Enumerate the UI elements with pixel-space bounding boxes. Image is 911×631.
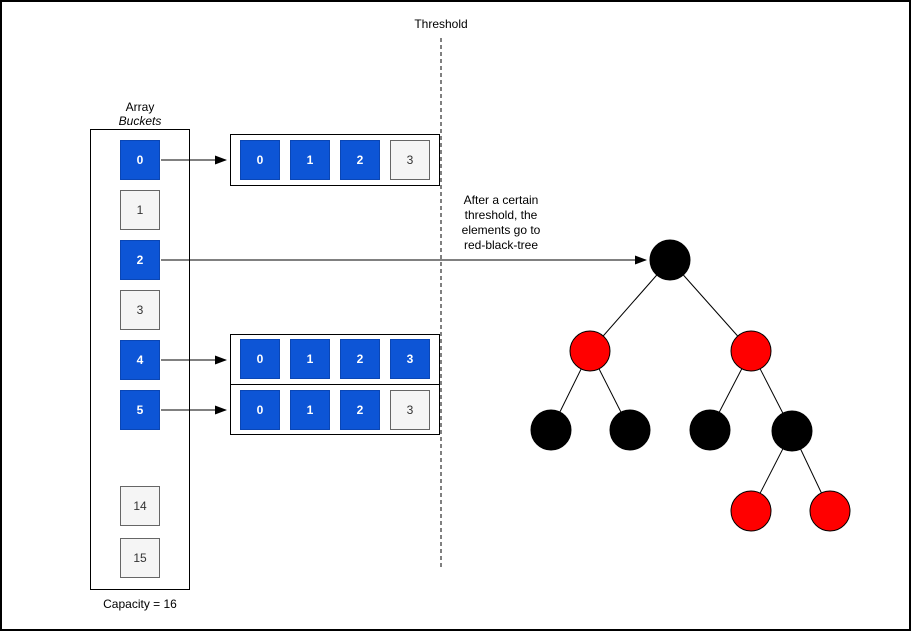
bucket0-list-container	[230, 134, 440, 186]
list-cell: 1	[290, 140, 330, 180]
tree-edge-right-rightleft	[709, 350, 752, 431]
bucket-cell-3: 3	[120, 290, 160, 330]
tree-edge-rightright-right	[791, 430, 831, 512]
annotation-line: After a certain	[463, 193, 539, 207]
tree-node-root	[649, 239, 691, 281]
tree-node-right-right	[771, 410, 813, 452]
capacity-label: Capacity = 16	[103, 597, 177, 611]
list-cell: 0	[240, 390, 280, 430]
list-cell: 3	[390, 140, 430, 180]
tree-node-left-right	[609, 409, 651, 451]
list-cell: 0	[240, 339, 280, 379]
tree-node-right-right-left	[730, 490, 772, 532]
list-cell: 3	[390, 339, 430, 379]
tree-node-right-left	[689, 409, 731, 451]
tree-node-right-right-right	[809, 490, 851, 532]
list-cell: 2	[340, 390, 380, 430]
tree-edge-left-leftright	[589, 350, 631, 431]
tree-edge-right-rightright	[750, 350, 793, 432]
tree-node-left	[569, 330, 611, 372]
bucket-cell-5: 5	[120, 390, 160, 430]
tree-edge-root-right	[669, 259, 752, 352]
list-cell: 1	[290, 339, 330, 379]
list-cell: 0	[240, 140, 280, 180]
bucket-cell-1: 1	[120, 190, 160, 230]
tree-edge-root-left	[589, 259, 671, 352]
annotation-line: elements go to	[461, 223, 541, 237]
tree-node-left-left	[530, 409, 572, 451]
tree-node-right	[730, 330, 772, 372]
tree-edge-rightright-left	[750, 430, 793, 512]
bucket-cell-0: 0	[120, 140, 160, 180]
tree-edge-left-leftleft	[550, 350, 591, 431]
bucket-cell-4: 4	[120, 340, 160, 380]
list-cell: 2	[340, 339, 380, 379]
buckets-subtitle: Buckets	[118, 114, 162, 128]
bucket-cell-2: 2	[120, 240, 160, 280]
list-cell: 3	[390, 390, 430, 430]
list-cell: 2	[340, 140, 380, 180]
bucket-cell-14: 14	[120, 486, 160, 526]
list-cell: 1	[290, 390, 330, 430]
bucket-cell-15: 15	[120, 538, 160, 578]
annotation-line: red-black-tree	[463, 238, 539, 252]
threshold-label: Threshold	[414, 17, 468, 31]
array-title: Array	[125, 100, 155, 114]
bucket5-list-container	[230, 384, 440, 435]
threshold-annotation: After a certain threshold, the elements …	[462, 193, 541, 253]
annotation-line: threshold, the	[464, 208, 538, 222]
